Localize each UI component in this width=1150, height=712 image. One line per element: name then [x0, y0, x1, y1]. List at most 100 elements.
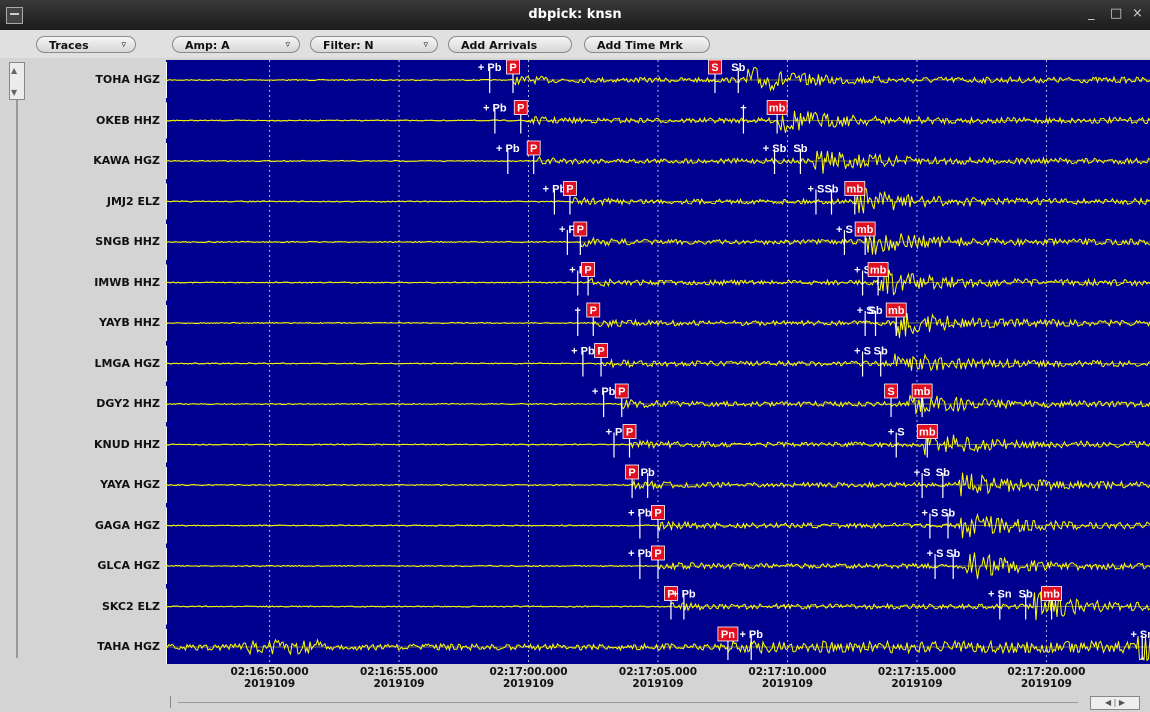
station-label[interactable]: GLCA HGZ: [97, 559, 160, 572]
station-trace-row[interactable]: P Pb + S Sb: [166, 464, 1150, 503]
arrival-pick[interactable]: S: [708, 60, 722, 93]
station-trace-row[interactable]: + Pb P + mb: [166, 100, 1150, 139]
traces-menu-button[interactable]: Traces ▿: [36, 36, 136, 53]
station-label[interactable]: JMJ2 ELZ: [106, 194, 160, 208]
arrival-pick[interactable]: + Pb: [739, 629, 763, 660]
station-label[interactable]: OKEB HHZ: [96, 113, 160, 127]
station-label[interactable]: YAYB HHZ: [99, 316, 160, 329]
arrival-pick[interactable]: + S: [857, 305, 874, 336]
window-titlebar[interactable]: dbpick: knsn _ □ ×: [0, 0, 1150, 30]
station-label[interactable]: TOHA HGZ: [95, 73, 160, 86]
arrival-pick[interactable]: + Sn: [988, 589, 1012, 620]
arrival-pick[interactable]: + Pb: [571, 346, 595, 377]
maximize-icon[interactable]: □: [1110, 6, 1123, 21]
arrival-pick[interactable]: + S: [927, 548, 944, 579]
arrival-pick[interactable]: P: [563, 181, 577, 215]
arrival-pick[interactable]: mb: [911, 383, 933, 417]
add-time-mark-button[interactable]: Add Time Mrk: [584, 36, 710, 53]
station-label[interactable]: LMGA HGZ: [94, 356, 160, 370]
arrival-pick[interactable]: + S: [854, 265, 871, 296]
seismogram-panel[interactable]: + Pb P S Sb + Pb P + mb + Pb P + Sb Sb + Pb P + S Sb mb +…: [166, 60, 1150, 664]
station-label[interactable]: SKC2 ELZ: [101, 599, 160, 613]
vertical-scrollbar[interactable]: ▲ ▼: [8, 60, 26, 664]
arrival-pick[interactable]: P: [581, 262, 595, 296]
arrival-pick[interactable]: P: [573, 221, 588, 255]
arrival-pick[interactable]: + P: [606, 427, 623, 458]
arrival-pick[interactable]: P: [506, 60, 520, 93]
scroll-arrows-icon[interactable]: ◀ | ▶: [1090, 696, 1140, 710]
arrival-pick[interactable]: + Pb: [496, 143, 520, 174]
arrival-pick[interactable]: mb: [766, 100, 788, 134]
station-label[interactable]: SNGB HHZ: [95, 235, 160, 248]
arrival-pick[interactable]: +: [575, 305, 581, 336]
arrival-pick[interactable]: Sb: [936, 467, 950, 498]
arrival-pick[interactable]: + S: [914, 467, 931, 498]
arrival-pick[interactable]: mb: [916, 424, 938, 458]
arrival-pick[interactable]: mb: [844, 181, 866, 215]
arrival-pick[interactable]: P: [651, 505, 665, 539]
arrival-pick[interactable]: + S: [854, 346, 871, 377]
arrival-pick[interactable]: Sb: [793, 143, 808, 174]
arrival-pick[interactable]: + S: [888, 427, 905, 458]
station-label[interactable]: GAGA HGZ: [94, 518, 160, 532]
arrival-pick[interactable]: P: [513, 100, 528, 134]
station-trace-row[interactable]: + Pb P S Sb: [166, 60, 1150, 98]
arrival-pick[interactable]: Sb: [874, 346, 888, 377]
station-trace-row[interactable]: Pn+ Pb+ Sn+ Sb: [166, 626, 1150, 664]
arrival-pick[interactable]: Sb: [868, 305, 883, 336]
arrival-pick[interactable]: S: [884, 383, 898, 417]
station-label[interactable]: YAYA HGZ: [100, 478, 160, 491]
station-trace-row[interactable]: + Pb P + S Sb: [166, 505, 1150, 544]
arrival-pick[interactable]: P: [594, 343, 608, 377]
station-label[interactable]: KNUD HHZ: [93, 437, 160, 451]
station-trace-row[interactable]: + Pb P + S Sb mb: [166, 181, 1150, 220]
arrival-pick[interactable]: + Sn: [1130, 629, 1150, 660]
arrival-pick[interactable]: Sb: [941, 508, 955, 539]
station-label[interactable]: DGY2 HHZ: [96, 397, 160, 410]
arrival-pick[interactable]: P: [526, 140, 541, 174]
horizontal-scrollbar[interactable]: ◀ | ▶: [170, 696, 1148, 710]
scroll-thumb[interactable]: [9, 62, 25, 100]
arrival-pick[interactable]: mb: [854, 221, 876, 255]
arrival-pick[interactable]: P: [586, 302, 601, 336]
station-trace-row[interactable]: + PP+ Smb: [166, 262, 1150, 301]
arrival-pick[interactable]: + Pb: [628, 548, 652, 579]
window-menu-icon[interactable]: [6, 7, 23, 24]
scroll-up-icon[interactable]: ▲: [11, 66, 18, 75]
seismogram-canvas[interactable]: + Pb P S Sb+ Pb P + mb+ Pb P + Sb Sb+ Pb P + S Sb mb+…: [166, 60, 1150, 664]
arrival-pick[interactable]: + Sb: [763, 143, 787, 174]
add-arrivals-button[interactable]: Add Arrivals: [448, 36, 572, 53]
station-trace-row[interactable]: + Pb P + S Sb: [166, 545, 1150, 584]
filter-menu-button[interactable]: Filter: N ▿: [310, 36, 438, 53]
arrival-pick[interactable]: + Pb: [672, 589, 696, 620]
arrival-pick[interactable]: +: [740, 103, 747, 134]
station-label[interactable]: IMWB HHZ: [94, 275, 160, 289]
station-label[interactable]: TAHA HGZ: [97, 640, 160, 653]
station-trace-row[interactable]: P+ Pb + Sn Sb mb: [166, 586, 1150, 625]
arrival-pick[interactable]: + S: [836, 224, 853, 255]
arrival-pick[interactable]: P: [614, 383, 629, 417]
minimize-icon[interactable]: _: [1088, 6, 1095, 21]
arrival-pick[interactable]: Pb: [641, 467, 655, 498]
arrival-pick[interactable]: Sb: [1019, 589, 1033, 620]
arrival-pick[interactable]: mb: [867, 262, 889, 296]
arrival-pick[interactable]: mb: [885, 302, 907, 336]
arrival-pick[interactable]: + Pb: [543, 184, 567, 215]
arrival-pick[interactable]: Sb: [946, 548, 961, 579]
arrival-pick[interactable]: + Pb: [592, 386, 616, 417]
station-trace-row[interactable]: + Pb P + Sb Sb: [166, 140, 1150, 179]
arrival-pick[interactable]: + S: [921, 508, 938, 539]
station-label[interactable]: KAWA HGZ: [93, 154, 160, 167]
arrival-pick[interactable]: + P: [559, 224, 576, 255]
arrival-pick[interactable]: Sb: [824, 184, 839, 215]
arrival-pick[interactable]: Pn: [717, 626, 739, 660]
close-icon[interactable]: ×: [1132, 6, 1143, 21]
arrival-pick[interactable]: + Pb: [478, 62, 502, 93]
arrival-pick[interactable]: Sb: [731, 62, 746, 93]
scroll-down-icon[interactable]: ▼: [11, 88, 18, 97]
arrival-pick[interactable]: + Pb: [483, 103, 507, 134]
amp-menu-button[interactable]: Amp: A ▿: [172, 36, 300, 53]
